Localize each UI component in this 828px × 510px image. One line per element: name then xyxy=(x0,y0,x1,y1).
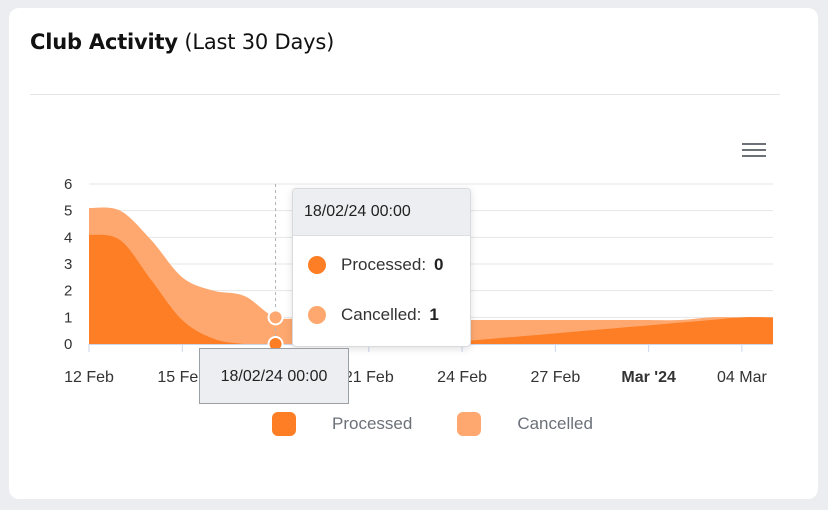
tooltip-row-processed: Processed: 0 xyxy=(308,255,444,275)
legend-item-cancelled[interactable]: Cancelled xyxy=(457,412,593,436)
cancelled-dot-icon xyxy=(308,306,326,324)
series-area-cancelled xyxy=(89,207,773,344)
x-tick-label: 24 Feb xyxy=(437,369,487,386)
legend-label: Cancelled xyxy=(517,414,593,433)
title-divider xyxy=(30,94,780,95)
processed-swatch-icon xyxy=(272,412,296,436)
x-tick-label: 15 Feb xyxy=(157,369,207,386)
y-tick-label: 1 xyxy=(64,309,72,326)
tooltip-label: Cancelled: xyxy=(341,305,422,324)
y-tick-label: 3 xyxy=(64,256,72,273)
card-title-main: Club Activity xyxy=(30,30,178,54)
y-tick-label: 4 xyxy=(64,229,72,246)
tooltip-value: 0 xyxy=(434,255,444,274)
processed-dot-icon xyxy=(308,256,326,274)
hover-crosshair xyxy=(267,184,284,352)
legend-item-processed[interactable]: Processed xyxy=(272,412,412,436)
y-tick-label: 6 xyxy=(64,176,72,193)
x-tick-label: 04 Mar xyxy=(717,369,767,386)
tooltip-value: 1 xyxy=(429,305,439,324)
tooltip-label: Processed: xyxy=(341,255,427,274)
chart-areas xyxy=(89,207,773,344)
x-tick-label: 21 Feb xyxy=(344,369,394,386)
hover-marker-cancelled xyxy=(267,309,284,326)
card-title: Club Activity (Last 30 Days) xyxy=(30,30,334,54)
y-tick-label: 5 xyxy=(64,203,72,220)
hamburger-menu-icon[interactable] xyxy=(742,143,766,161)
chart-legend: Processed Cancelled xyxy=(272,412,593,436)
x-tick-label: 12 Feb xyxy=(64,369,114,386)
legend-label: Processed xyxy=(332,414,413,433)
x-tick-label: 27 Feb xyxy=(530,369,580,386)
x-tick-label: Mar '24 xyxy=(621,369,676,386)
y-tick-label: 0 xyxy=(64,336,72,353)
cancelled-swatch-icon xyxy=(457,412,482,436)
y-tick-label: 2 xyxy=(64,283,72,300)
y-axis-labels: 0 1 2 3 4 5 6 xyxy=(64,176,72,353)
x-axis-tooltip: 18/02/24 00:00 xyxy=(199,348,349,404)
tooltip-row-cancelled: Cancelled: 1 xyxy=(308,305,439,325)
card-title-period: (Last 30 Days) xyxy=(177,30,335,54)
data-tooltip: 18/02/24 00:00 Processed: 0 Cancelled: 1 xyxy=(292,188,471,347)
series-area-processed xyxy=(89,234,773,344)
tooltip-header: 18/02/24 00:00 xyxy=(293,189,470,236)
